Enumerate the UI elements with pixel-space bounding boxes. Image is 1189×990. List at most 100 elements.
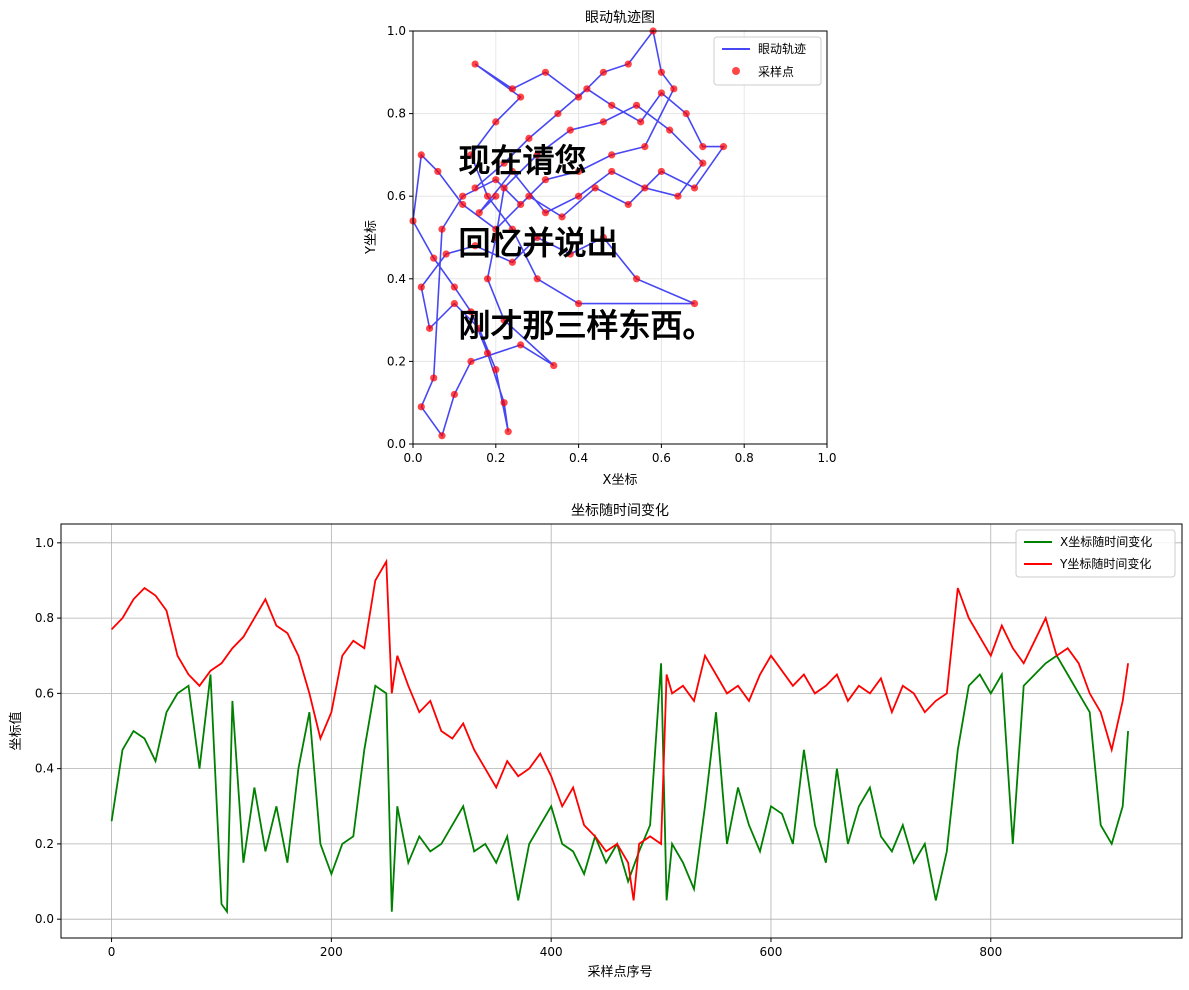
sample-point xyxy=(492,225,500,233)
sample-point xyxy=(525,134,533,142)
sample-point xyxy=(450,299,458,308)
timeseries-y-tick-label: 0.8 xyxy=(35,611,54,625)
trajectory-plot-frame xyxy=(412,30,828,445)
sample-point xyxy=(508,258,516,266)
sample-point xyxy=(599,233,608,242)
timeseries-legend: X坐标随时间变化 Y坐标随时间变化 xyxy=(1015,529,1176,578)
timeseries-legend-x-label: X坐标随时间变化 xyxy=(1060,534,1152,549)
timeseries-y-axis-label: 坐标值 xyxy=(8,711,24,750)
sample-point xyxy=(492,366,500,374)
sample-point xyxy=(517,93,525,101)
sample-point xyxy=(632,275,641,283)
sample-point xyxy=(599,68,608,76)
sample-point xyxy=(541,68,550,76)
timeseries-legend-box xyxy=(1015,529,1176,578)
sample-point xyxy=(438,225,446,233)
sample-point xyxy=(471,184,479,192)
timeseries-x-tick-label: 600 xyxy=(760,945,783,959)
sample-point xyxy=(438,432,446,440)
sample-point xyxy=(554,110,562,118)
timeseries-ticks: 0 200 400 600 800 0.0 0.2 0.4 0.6 0.8 1.0 xyxy=(35,536,1002,959)
sample-point xyxy=(508,167,516,176)
sample-point xyxy=(492,176,500,184)
overlay-text-line: 现在请您 xyxy=(459,141,587,179)
sample-point xyxy=(517,200,525,209)
sample-point xyxy=(566,126,574,134)
sample-point xyxy=(591,184,599,192)
trajectory-chart-title: 眼动轨迹图 xyxy=(585,10,655,26)
sample-point xyxy=(533,233,541,242)
sample-point xyxy=(719,143,728,151)
sample-point xyxy=(508,85,516,93)
timeseries-y-tick-label: 0.0 xyxy=(35,912,54,926)
trajectory-x-tick-label: 0.6 xyxy=(652,451,671,465)
trajectory-y-tick-label: 0.6 xyxy=(387,189,406,203)
trajectory-legend-dot-swatch xyxy=(732,67,740,75)
sample-point xyxy=(459,200,467,209)
sample-point xyxy=(699,159,707,167)
sample-point xyxy=(417,403,425,411)
timeseries-x-tick-label: 400 xyxy=(540,945,563,959)
sample-point xyxy=(666,126,674,134)
sample-point xyxy=(500,184,508,192)
trajectory-y-tick-label: 0.4 xyxy=(387,272,406,286)
sample-point xyxy=(575,167,583,176)
overlay-text-line: 回忆并说出 xyxy=(459,224,619,262)
sample-point xyxy=(632,101,641,109)
trajectory-x-tick-label: 0.8 xyxy=(735,451,754,465)
sample-point xyxy=(475,209,483,217)
timeseries-y-tick-label: 0.6 xyxy=(35,686,54,700)
timeseries-chart-title: 坐标随时间变化 xyxy=(571,503,669,519)
overlay-text-line: 刚才那三样东西。 xyxy=(459,307,715,345)
trajectory-y-axis-label: Y坐标 xyxy=(364,220,379,255)
sample-point xyxy=(575,192,583,200)
sample-point xyxy=(483,349,492,357)
sample-point xyxy=(608,167,616,176)
trajectory-x-tick-label: 1.0 xyxy=(817,451,836,465)
sample-point xyxy=(483,192,492,200)
sample-point xyxy=(575,299,583,308)
sample-point xyxy=(500,316,508,324)
sample-point xyxy=(467,357,475,365)
sample-point xyxy=(608,101,616,109)
trajectory-y-tick-label: 1.0 xyxy=(387,24,406,38)
sample-point xyxy=(430,254,438,262)
timeseries-x-tick-label: 800 xyxy=(979,945,1002,959)
sample-point xyxy=(624,60,632,68)
trajectory-x-tick-label: 0.2 xyxy=(486,451,505,465)
timeseries-plot-frame xyxy=(60,523,1183,939)
sample-point xyxy=(500,159,508,167)
timeseries-x-tick-label: 0 xyxy=(108,945,116,959)
sample-point xyxy=(492,192,500,200)
sample-point xyxy=(575,93,583,101)
sample-point xyxy=(599,118,608,126)
sample-point xyxy=(475,324,483,332)
sample-point xyxy=(504,428,512,436)
trajectory-legend: 眼动轨迹 采样点 xyxy=(713,36,822,86)
sample-point xyxy=(467,308,475,316)
sample-point xyxy=(641,184,649,192)
sample-point xyxy=(690,184,699,192)
timeseries-series xyxy=(110,558,1129,915)
sample-point xyxy=(471,242,479,250)
trajectory-x-tick-label: 0.0 xyxy=(403,451,422,465)
timeseries-grid xyxy=(61,524,1182,938)
sample-point xyxy=(670,85,678,93)
trajectory-x-axis-label: X坐标 xyxy=(603,473,638,488)
sample-point xyxy=(583,85,591,93)
sample-point xyxy=(508,225,516,233)
sample-point xyxy=(674,192,682,200)
sample-point xyxy=(483,275,492,283)
trajectory-legend-dot-label: 采样点 xyxy=(758,64,794,79)
timeseries-chart: 坐标随时间变化 0 200 400 600 8000.00.20.40.60.81.0 … xyxy=(8,503,1183,980)
trajectory-y-tick-label: 0.0 xyxy=(387,437,406,451)
sample-point xyxy=(657,68,666,76)
sample-point xyxy=(425,324,434,332)
sample-point xyxy=(459,192,467,200)
sample-point xyxy=(430,374,438,382)
sample-point xyxy=(657,89,666,97)
sample-point xyxy=(657,167,666,176)
sample-point xyxy=(541,209,550,217)
